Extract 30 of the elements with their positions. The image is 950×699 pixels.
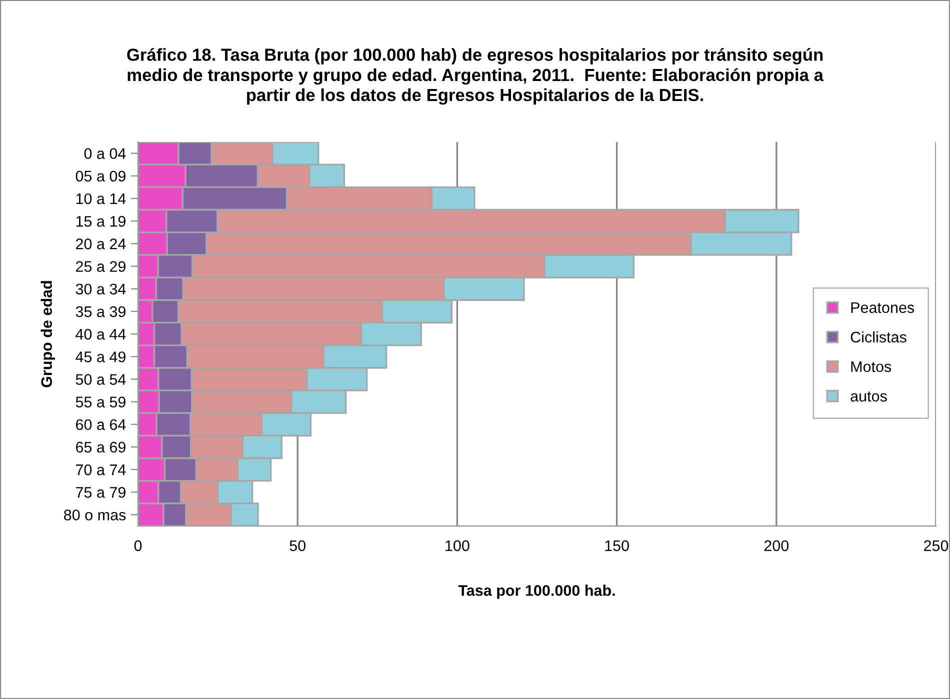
y-tick-label: 55 a 59 <box>76 396 126 408</box>
legend-label: Motos <box>851 361 892 372</box>
y-tick-label: 35 a 39 <box>76 306 126 318</box>
y-tick-label: 50 a 54 <box>76 374 126 385</box>
y-tick-label: 30 a 34 <box>76 284 126 295</box>
legend-label: autos <box>850 392 887 402</box>
x-tick-label: 150 <box>605 540 629 552</box>
y-tick-label: 80 o mas <box>64 510 126 520</box>
x-tick-label: 250 <box>924 540 948 552</box>
y-tick-label: 10 a 14 <box>76 193 126 204</box>
y-tick-label: 75 a 79 <box>76 486 126 498</box>
y-tick-label: 25 a 29 <box>76 261 126 272</box>
x-axis-title: Tasa por 100.000 hab. <box>458 584 615 599</box>
x-tick-label: 50 <box>290 540 306 552</box>
chart-title: Gráfico 18. Tasa Bruta (por 100.000 hab) de egresos hospitalarios por tránsito según medio de transporte y grupo de edad. Argentina, 2011. Fuente: Elaboración propia a partir de los datos de Egresos Hospitalarios de la DEIS. <box>127 48 824 105</box>
y-tick-label: 45 a 49 <box>76 351 126 362</box>
y-tick-label: 60 a 64 <box>76 419 126 430</box>
x-tick-label: 0 <box>134 540 142 552</box>
y-tick-label: 0 a 04 <box>84 148 126 159</box>
y-tick-label: 65 a 69 <box>76 442 126 453</box>
legend-label: Ciclistas <box>850 331 906 343</box>
y-tick-label: 05 a 09 <box>76 170 126 182</box>
y-tick-label: 70 a 74 <box>76 464 126 476</box>
x-tick-label: 200 <box>764 540 789 552</box>
x-tick-label: 100 <box>446 540 470 552</box>
legend-label: Peatones <box>851 302 914 314</box>
y-tick-label: 20 a 24 <box>76 238 126 250</box>
y-axis-title: Grupo de edad <box>40 281 56 388</box>
y-tick-label: 40 a 44 <box>76 328 126 340</box>
y-tick-label: 15 a 19 <box>76 216 126 227</box>
